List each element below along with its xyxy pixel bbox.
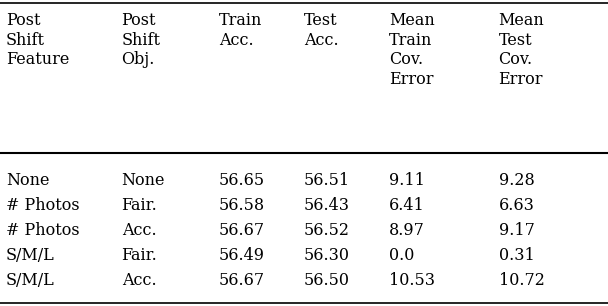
Text: 0.0: 0.0 <box>389 247 415 264</box>
Text: 56.65: 56.65 <box>219 172 265 188</box>
Text: Train
Acc.: Train Acc. <box>219 12 262 49</box>
Text: Fair.: Fair. <box>122 197 157 214</box>
Text: None: None <box>122 172 165 188</box>
Text: 10.53: 10.53 <box>389 272 435 289</box>
Text: 56.58: 56.58 <box>219 197 265 214</box>
Text: 56.51: 56.51 <box>304 172 350 188</box>
Text: Acc.: Acc. <box>122 222 156 239</box>
Text: S/M/L: S/M/L <box>6 272 55 289</box>
Text: Acc.: Acc. <box>122 272 156 289</box>
Text: 6.63: 6.63 <box>499 197 534 214</box>
Text: 8.97: 8.97 <box>389 222 425 239</box>
Text: 9.28: 9.28 <box>499 172 534 188</box>
Text: Fair.: Fair. <box>122 247 157 264</box>
Text: 56.67: 56.67 <box>219 222 265 239</box>
Text: # Photos: # Photos <box>6 222 80 239</box>
Text: S/M/L: S/M/L <box>6 247 55 264</box>
Text: Test
Acc.: Test Acc. <box>304 12 339 49</box>
Text: 56.30: 56.30 <box>304 247 350 264</box>
Text: 0.31: 0.31 <box>499 247 534 264</box>
Text: Post
Shift
Obj.: Post Shift Obj. <box>122 12 161 69</box>
Text: 9.11: 9.11 <box>389 172 425 188</box>
Text: 56.43: 56.43 <box>304 197 350 214</box>
Text: 6.41: 6.41 <box>389 197 425 214</box>
Text: Post
Shift
Feature: Post Shift Feature <box>6 12 69 69</box>
Text: Mean
Train
Cov.
Error: Mean Train Cov. Error <box>389 12 435 88</box>
Text: 10.72: 10.72 <box>499 272 544 289</box>
Text: None: None <box>6 172 50 188</box>
Text: 56.49: 56.49 <box>219 247 265 264</box>
Text: 56.52: 56.52 <box>304 222 350 239</box>
Text: 56.67: 56.67 <box>219 272 265 289</box>
Text: 56.50: 56.50 <box>304 272 350 289</box>
Text: Mean
Test
Cov.
Error: Mean Test Cov. Error <box>499 12 544 88</box>
Text: # Photos: # Photos <box>6 197 80 214</box>
Text: 9.17: 9.17 <box>499 222 534 239</box>
